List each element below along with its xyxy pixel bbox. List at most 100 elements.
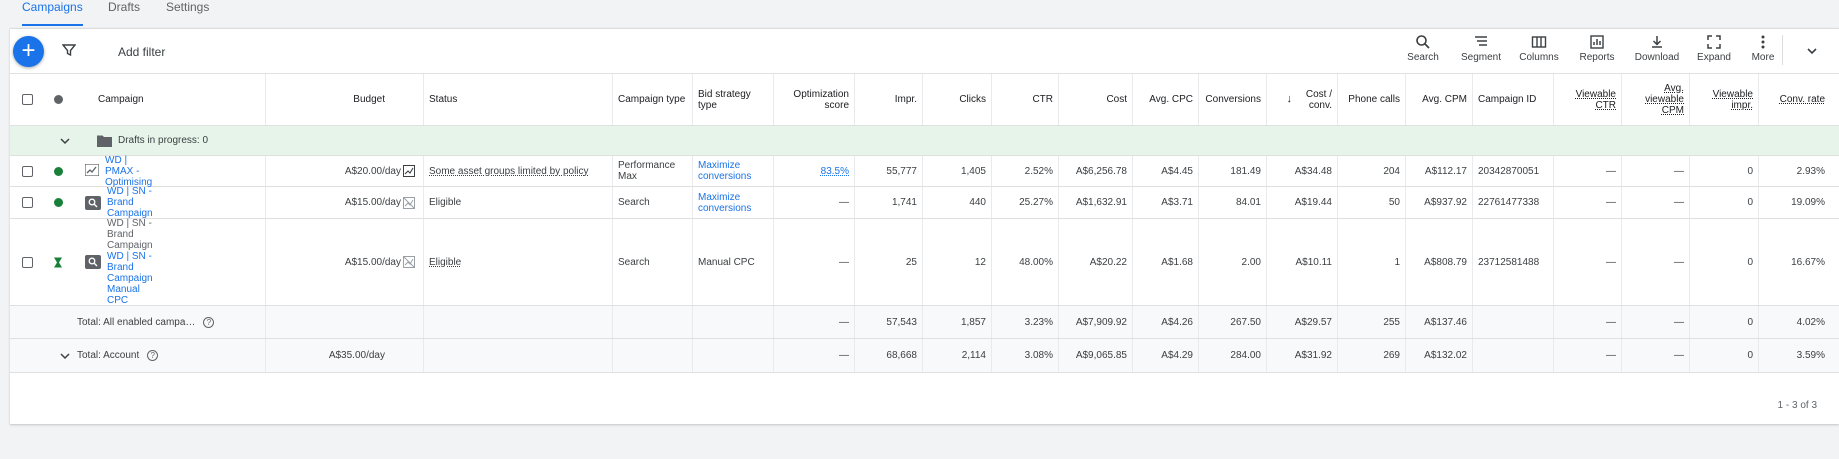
columns-tool-button[interactable]: Columns (1511, 33, 1567, 63)
chevron-down-icon[interactable] (1805, 44, 1819, 58)
ctr-cell: 25.27% (991, 187, 1058, 218)
opt-score-cell[interactable]: 83.5% (773, 156, 854, 186)
chevron-down-icon[interactable] (59, 135, 71, 147)
col-avg-viewable-cpm[interactable]: Avg. viewable CPM (1621, 74, 1689, 125)
expand-tool-button[interactable]: Expand (1686, 33, 1742, 63)
help-icon[interactable]: ? (147, 350, 159, 361)
row-status-cell[interactable] (44, 219, 72, 305)
select-all-checkbox[interactable] (21, 94, 33, 105)
chart-icon[interactable] (403, 256, 415, 268)
row-checkbox[interactable] (21, 197, 33, 208)
drafts-expand-cell[interactable] (50, 126, 80, 155)
tab-settings[interactable]: Settings (166, 0, 210, 14)
table-row[interactable]: WD | SN - Brand Campaign WD | SN - Brand… (10, 218, 1839, 306)
opt-score-link[interactable]: 83.5% (820, 165, 849, 177)
budget-value: A$15.00/day (344, 256, 401, 268)
cost-value: A$6,256.78 (1075, 165, 1127, 177)
col-opt-score[interactable]: Optimization score (773, 74, 854, 125)
bid-strategy-cell[interactable]: Maximize conversions (692, 156, 773, 186)
col-conversions[interactable]: Conversions (1198, 74, 1266, 125)
account-expand-cell[interactable] (50, 339, 80, 372)
table-row[interactable]: WD | PMAX - Optimising A$20.00/day Some … (10, 154, 1839, 188)
experiment-icon[interactable] (53, 257, 63, 268)
row-checkbox[interactable] (21, 165, 33, 177)
enabled-status-icon[interactable] (53, 198, 63, 207)
status-cell[interactable]: Eligible (423, 219, 612, 305)
campaign-name-cell[interactable]: WD | SN - Brand Campaign WD | SN - Brand… (72, 218, 265, 306)
add-campaign-button[interactable]: + (13, 36, 44, 67)
row-status-cell[interactable] (44, 156, 72, 186)
col-viewable-impr[interactable]: Viewable impr. (1689, 74, 1758, 125)
status-text[interactable]: Some asset groups limited by policy (429, 165, 589, 177)
status-text[interactable]: Eligible (429, 256, 462, 268)
col-cost-conv[interactable]: ↓ Cost / conv. (1266, 74, 1337, 125)
status-cell[interactable]: Eligible (423, 187, 612, 218)
conv-rate-value: 2.93% (1796, 165, 1825, 177)
cost-conv-value: A$19.44 (1294, 197, 1332, 208)
campaign-name-link[interactable]: WD | SN - Brand Campaign (107, 186, 153, 219)
chart-icon[interactable] (403, 196, 415, 209)
col-impr[interactable]: Impr. (854, 74, 922, 125)
total-cpm-value: A$137.46 (1424, 316, 1467, 328)
bid-strategy-link[interactable]: Maximize conversions (698, 160, 752, 182)
conv-rate-value: 16.67% (1791, 256, 1825, 268)
campaign-name-link[interactable]: WD | PMAX - Optimising (105, 154, 153, 188)
drafts-row[interactable]: Drafts in progress: 0 (10, 126, 1839, 156)
col-campaign[interactable]: Campaign (72, 74, 265, 125)
total-cost-conv-cell: A$29.57 (1266, 306, 1337, 338)
avg-cpc-cell: A$3.71 (1132, 187, 1198, 218)
col-ctr[interactable]: CTR (991, 74, 1058, 125)
status-cell[interactable]: Some asset groups limited by policy (423, 156, 612, 186)
bid-strategy-link[interactable]: Maximize conversions (698, 191, 752, 214)
chevron-down-icon[interactable] (59, 350, 71, 362)
tab-campaigns[interactable]: Campaigns (22, 0, 83, 26)
row-checkbox-cell[interactable] (10, 187, 44, 218)
col-clicks[interactable]: Clicks (922, 74, 991, 125)
search-tool-button[interactable]: Search (1395, 33, 1451, 63)
col-budget[interactable]: Budget (265, 74, 423, 125)
enabled-status-icon[interactable] (53, 166, 63, 176)
budget-cell[interactable]: A$15.00/day (265, 219, 423, 305)
select-all-checkbox-cell[interactable] (10, 74, 44, 125)
col-avg-cpc[interactable]: Avg. CPC (1132, 74, 1198, 125)
viewable-ctr-value: — (1606, 256, 1616, 268)
col-bid-strategy[interactable]: Bid strategy type (692, 74, 773, 125)
avg-viewable-cpm-value: — (1674, 256, 1684, 268)
download-tool-button[interactable]: Download (1629, 33, 1685, 63)
row-status-cell[interactable] (44, 187, 72, 218)
total-bid-cell (692, 306, 773, 338)
avg-cpm-value: A$808.79 (1424, 256, 1467, 268)
total-type-cell (612, 339, 692, 372)
add-filter-button[interactable]: Add filter (118, 45, 166, 59)
status-text[interactable]: Eligible (429, 197, 462, 208)
total-cpm-value: A$132.02 (1424, 350, 1467, 361)
reports-tool-button[interactable]: Reports (1569, 33, 1625, 63)
row-checkbox-cell[interactable] (10, 219, 44, 305)
total-rate-cell: 3.59% (1758, 339, 1839, 372)
col-conv-rate[interactable]: Conv. rate (1758, 74, 1839, 125)
col-phone-calls[interactable]: Phone calls (1337, 74, 1405, 125)
budget-cell[interactable]: A$20.00/day (265, 156, 423, 186)
search-tool-label: Search (1407, 52, 1439, 63)
bid-strategy-cell[interactable]: Maximize conversions (692, 187, 773, 218)
col-campaign-id[interactable]: Campaign ID (1472, 74, 1553, 125)
more-tool-button[interactable]: More (1735, 33, 1791, 63)
campaign-name-cell[interactable]: WD | SN - Brand Campaign (72, 186, 265, 219)
col-cost[interactable]: Cost (1058, 74, 1132, 125)
chart-icon[interactable] (403, 165, 415, 177)
help-icon[interactable]: ? (203, 316, 215, 328)
budget-cell[interactable]: A$15.00/day (265, 187, 423, 218)
col-avg-cpm[interactable]: Avg. CPM (1405, 74, 1472, 125)
segment-tool-button[interactable]: Segment (1453, 33, 1509, 63)
avg-viewable-cpm-cell: — (1621, 187, 1689, 218)
col-status[interactable]: Status (423, 74, 612, 125)
col-viewable-ctr[interactable]: Viewable CTR (1553, 74, 1621, 125)
filter-icon[interactable] (62, 43, 76, 57)
campaign-name-cell[interactable]: WD | PMAX - Optimising (72, 154, 265, 188)
row-checkbox[interactable] (21, 256, 33, 268)
col-campaign-type[interactable]: Campaign type (612, 74, 692, 125)
tab-drafts[interactable]: Drafts (108, 0, 141, 14)
table-row[interactable]: WD | SN - Brand Campaign A$15.00/day Eli… (10, 186, 1839, 219)
campaign-name-link[interactable]: WD | SN - Brand Campaign Manual CPC (107, 251, 153, 306)
row-checkbox-cell[interactable] (10, 156, 44, 186)
